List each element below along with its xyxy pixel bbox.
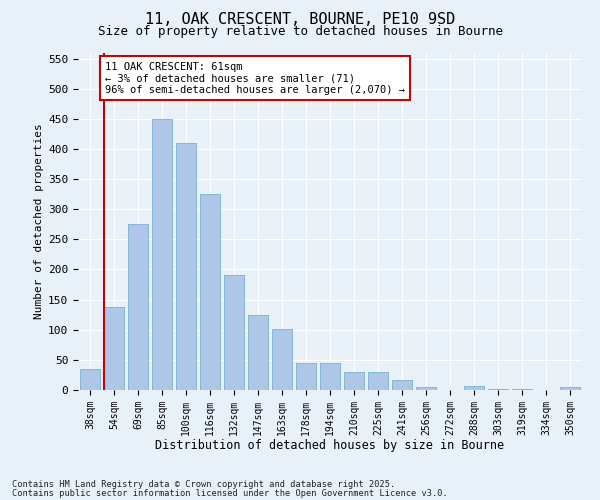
Bar [392, 380, 412, 390]
Bar [248, 314, 268, 390]
Bar [200, 194, 220, 390]
Bar [104, 308, 124, 390]
Bar [272, 328, 292, 390]
Bar [560, 387, 580, 390]
X-axis label: Distribution of detached houses by size in Bourne: Distribution of detached houses by size … [155, 439, 505, 452]
Bar [296, 363, 316, 390]
Text: 11, OAK CRESCENT, BOURNE, PE10 9SD: 11, OAK CRESCENT, BOURNE, PE10 9SD [145, 12, 455, 28]
Bar [128, 224, 148, 390]
Text: 11 OAK CRESCENT: 61sqm
← 3% of detached houses are smaller (71)
96% of semi-deta: 11 OAK CRESCENT: 61sqm ← 3% of detached … [105, 62, 405, 94]
Bar [344, 372, 364, 390]
Bar [320, 363, 340, 390]
Bar [512, 389, 532, 390]
Bar [224, 276, 244, 390]
Text: Contains HM Land Registry data © Crown copyright and database right 2025.: Contains HM Land Registry data © Crown c… [12, 480, 395, 489]
Text: Size of property relative to detached houses in Bourne: Size of property relative to detached ho… [97, 25, 503, 38]
Bar [464, 386, 484, 390]
Bar [368, 372, 388, 390]
Bar [416, 387, 436, 390]
Bar [80, 369, 100, 390]
Bar [176, 143, 196, 390]
Text: Contains public sector information licensed under the Open Government Licence v3: Contains public sector information licen… [12, 490, 448, 498]
Y-axis label: Number of detached properties: Number of detached properties [34, 124, 44, 319]
Bar [152, 119, 172, 390]
